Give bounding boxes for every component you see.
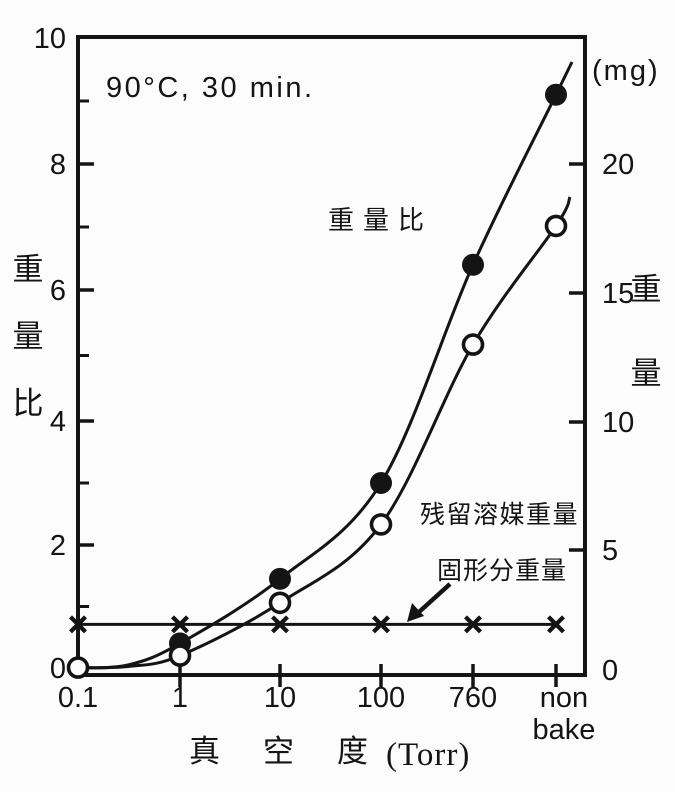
left-axis-title-char: 量 — [13, 319, 44, 354]
axis-ticks — [78, 99, 585, 687]
x-axis-tick-label: 760 — [449, 682, 497, 714]
left-tick-label: 2 — [50, 530, 66, 562]
right-tick-label: 0 — [602, 655, 618, 687]
series-label-solvent: 残留溶媒重量 — [420, 501, 579, 529]
data-point-open-circle — [544, 214, 568, 238]
data-point-x-mark — [69, 615, 87, 634]
x-axis-tick-label: 1 — [172, 682, 188, 714]
x-axis-tick-label: non bake — [533, 682, 596, 746]
data-point-filled-circle — [370, 472, 392, 494]
right-tick-label: 20 — [602, 149, 634, 181]
right-axis-title-char: 量 — [631, 356, 662, 391]
left-tick-label: 10 — [34, 23, 66, 55]
condition-annotation: 90°C, 30 min. — [106, 72, 315, 104]
mg-unit-label: (mg) — [592, 55, 660, 87]
arrow-icon — [407, 582, 452, 622]
left-tick-label: 6 — [50, 275, 66, 307]
x-axis-tick-label: 10 — [264, 682, 296, 714]
left-tick-label: 0 — [50, 653, 66, 685]
right-axis-title-char: 重 — [631, 272, 662, 307]
left-axis-title-char: 重 — [13, 252, 44, 287]
data-point-filled-circle — [462, 253, 484, 276]
series-label-solid: 固形分重量 — [437, 557, 567, 585]
right-tick-label: 15 — [602, 278, 634, 310]
data-point-x-mark — [271, 615, 289, 634]
left-tick-label: 4 — [50, 406, 66, 438]
data-point-x-mark — [372, 615, 390, 634]
data-point-x-mark — [171, 615, 189, 634]
series-label-ratio: 重量比 — [328, 205, 433, 235]
x-axis-tick-label: 0.1 — [58, 682, 98, 714]
data-series — [66, 61, 574, 679]
data-point-x-mark — [547, 615, 565, 634]
data-point-open-circle — [369, 513, 393, 536]
right-tick-label: 5 — [602, 535, 618, 567]
left-tick-label: 8 — [50, 149, 66, 181]
data-point-open-circle — [66, 656, 90, 679]
data-point-x-mark — [464, 615, 482, 634]
x-axis-unit-label: (Torr) — [386, 737, 470, 773]
data-point-open-circle — [268, 591, 292, 615]
right-tick-label: 10 — [602, 407, 634, 439]
data-point-open-circle — [461, 333, 485, 356]
data-point-filled-circle — [269, 567, 291, 590]
solvent-curve — [77, 196, 572, 670]
left-axis-title-char: 比 — [13, 386, 44, 421]
x-axis-tick-label: 100 — [357, 682, 405, 714]
data-point-open-circle — [168, 644, 192, 667]
x-axis-title: 真空度 — [189, 734, 411, 769]
data-point-filled-circle — [545, 83, 567, 106]
